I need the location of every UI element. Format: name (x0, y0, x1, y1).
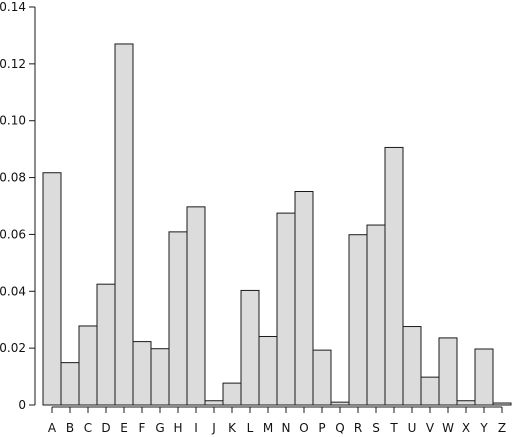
x-tick-label: F (139, 421, 146, 435)
bar-x (456, 400, 476, 406)
x-tick-label: H (173, 421, 182, 435)
bar-t (384, 146, 404, 406)
x-tick-label: M (263, 421, 273, 435)
bar-z (492, 402, 512, 406)
x-tick-label: V (426, 421, 435, 435)
bar-i (186, 206, 206, 406)
bar-r (348, 234, 368, 406)
y-tick-label: 0 (18, 398, 26, 412)
bar-b (60, 362, 80, 406)
x-tick-label: O (299, 421, 308, 435)
x-tick-label: R (354, 421, 362, 435)
x-tick-label: T (389, 421, 398, 435)
x-tick-label: Q (335, 421, 344, 435)
x-tick-label: W (442, 421, 454, 435)
bar-c (78, 325, 98, 406)
y-tick-label: 0.08 (0, 171, 26, 185)
bar-y (474, 348, 494, 406)
bar-e (114, 43, 134, 406)
x-tick-label: C (84, 421, 92, 435)
bar-m (258, 335, 278, 406)
bar-j (204, 400, 224, 406)
x-tick-label: P (318, 421, 325, 435)
bars (42, 43, 512, 406)
y-tick-label: 0.12 (0, 57, 26, 71)
bar-v (420, 376, 440, 406)
y-tick-label: 0.02 (0, 341, 26, 355)
bar-f (132, 341, 152, 406)
x-tick-label: Z (498, 421, 506, 435)
x-tick-label: A (48, 421, 57, 435)
x-tick-label: Y (479, 421, 488, 435)
bar-d (96, 283, 116, 406)
x-tick-label: G (155, 421, 164, 435)
y-axis: 0 0.02 0.04 0.06 0.08 0.10 0.12 0.14 (0, 0, 36, 412)
bar-w (438, 337, 458, 406)
x-tick-label: J (211, 421, 216, 435)
x-tick-label: L (247, 421, 254, 435)
y-tick-label: 0.10 (0, 114, 26, 128)
bar-p (312, 349, 332, 406)
x-tick-label: D (101, 421, 110, 435)
x-tick-label: E (120, 421, 128, 435)
x-tick-label: B (66, 421, 74, 435)
x-tick-label: X (462, 421, 470, 435)
bar-l (240, 289, 260, 406)
x-tick-label: I (194, 421, 198, 435)
x-tick-label: S (372, 421, 380, 435)
x-tick-label: U (408, 421, 417, 435)
y-tick-label: 0.06 (0, 227, 26, 241)
bar-o (294, 191, 314, 406)
x-tick-label: N (282, 421, 291, 435)
y-tick-label: 0.14 (0, 0, 26, 14)
y-tick-label: 0.04 (0, 284, 26, 298)
bar-h (168, 231, 188, 406)
bar-q (330, 401, 350, 406)
bar-u (402, 326, 422, 406)
bar-a (42, 172, 62, 406)
bar-g (150, 348, 170, 406)
bar-s (366, 224, 386, 406)
x-tick-label: K (228, 421, 237, 435)
bar-n (276, 212, 296, 406)
bar-k (222, 382, 242, 406)
